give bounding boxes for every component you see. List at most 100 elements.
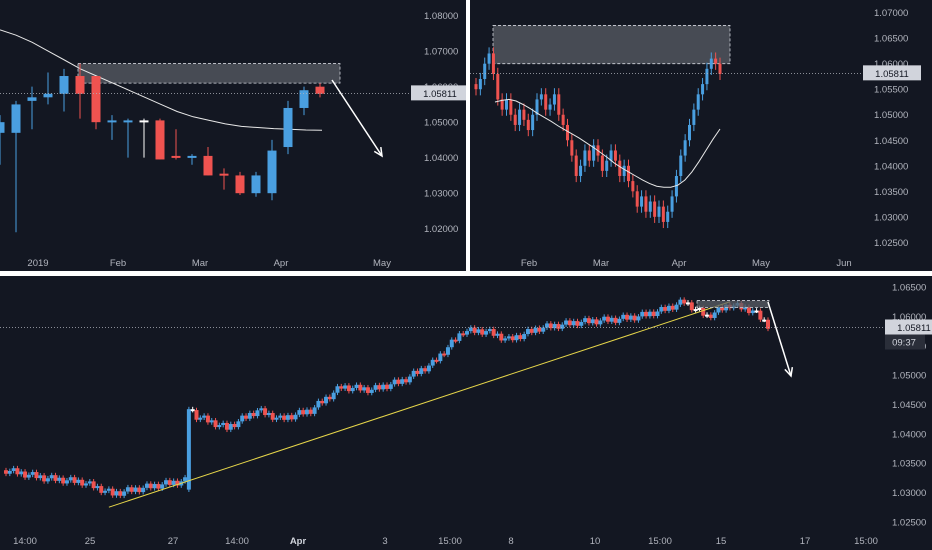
candle (426, 365, 431, 372)
candle (369, 389, 374, 393)
candle (647, 311, 652, 317)
candle (552, 324, 557, 329)
candle (522, 109, 526, 120)
candle (80, 479, 85, 486)
supply-zone (696, 300, 770, 308)
candle (267, 150, 277, 194)
y-tick-label: 1.04000 (424, 153, 458, 164)
candle (415, 370, 420, 374)
candle (244, 415, 249, 419)
candle (152, 484, 157, 489)
candle (663, 307, 668, 311)
candle (556, 324, 561, 329)
candle (480, 329, 485, 335)
x-tick-label: 15 (716, 536, 727, 547)
x-tick-label: Mar (192, 258, 208, 269)
candle (224, 422, 229, 430)
candle (106, 488, 111, 491)
candle (365, 387, 370, 393)
candle (103, 490, 108, 493)
intraday-chart-svg[interactable]: 1.065001.060001.055001.050001.045001.040… (0, 276, 932, 550)
daily-chart-panel[interactable]: 1.07000 1.06500 1.06000 1.05500 1.05000 1.045… (470, 0, 932, 271)
candle (648, 201, 652, 212)
candle (217, 425, 222, 428)
candle (293, 414, 298, 420)
candle (586, 318, 591, 324)
candle (557, 94, 561, 115)
candle (187, 155, 197, 158)
candle (316, 400, 321, 408)
candle (299, 90, 309, 108)
x-tick-label: Jun (836, 258, 851, 269)
candle (156, 484, 161, 489)
candle (640, 311, 645, 317)
y-tick-label: 1.03500 (892, 459, 926, 470)
candle (84, 483, 89, 486)
candle (407, 376, 412, 383)
candle (278, 415, 283, 418)
candle (500, 99, 504, 110)
candle (640, 196, 644, 207)
candle (566, 124, 569, 141)
candle (613, 150, 617, 161)
candle (653, 201, 657, 217)
candle (11, 468, 16, 471)
y-tick-label: 1.06500 (892, 283, 926, 294)
last-price-badge (411, 85, 466, 101)
candle (282, 415, 287, 420)
candle (205, 415, 210, 423)
candle (155, 120, 165, 160)
candle (541, 327, 546, 332)
candle (465, 331, 470, 335)
candle (693, 309, 698, 312)
candle (716, 307, 721, 313)
candle (496, 73, 500, 100)
candle (75, 76, 85, 94)
x-tick-label: 27 (168, 536, 179, 547)
projection-arrow-head (784, 366, 794, 378)
candle (27, 97, 37, 101)
candle (15, 468, 20, 475)
x-tick-label: 25 (85, 536, 96, 547)
candle (297, 410, 302, 415)
y-tick-label: 1.06500 (874, 34, 908, 45)
y-tick-label: 1.07000 (874, 8, 908, 19)
candle (461, 333, 466, 336)
candle (714, 58, 718, 64)
candle (762, 319, 767, 322)
candle (251, 412, 256, 417)
candle (354, 384, 359, 388)
candle (350, 387, 355, 392)
candle (324, 396, 329, 404)
candle (478, 79, 482, 90)
candle (343, 385, 348, 389)
candle (346, 385, 351, 392)
candle (561, 114, 565, 125)
candle (621, 314, 626, 319)
candle (148, 483, 153, 489)
candle (602, 316, 607, 321)
candle (186, 409, 191, 490)
candle (708, 314, 713, 318)
x-tick-label: 15:00 (854, 536, 878, 547)
candle (766, 319, 770, 329)
candle (144, 483, 149, 488)
candle (670, 196, 674, 212)
candle (518, 335, 523, 340)
x-tick-label: 17 (800, 536, 811, 547)
daily-chart-svg[interactable]: 1.07000 1.06500 1.06000 1.05500 1.05000 1.045… (470, 0, 932, 271)
last-price-badge (863, 65, 921, 81)
candle (53, 475, 58, 481)
candle (627, 165, 630, 182)
intraday-chart-panel[interactable]: 1.065001.060001.055001.050001.045001.040… (0, 276, 932, 550)
weekly-chart-panel[interactable]: 1.080001.070001.060001.050001.040001.030… (0, 0, 466, 271)
candle (506, 336, 511, 339)
candle (274, 417, 279, 420)
candle (476, 329, 481, 333)
candle (358, 384, 363, 391)
candle (434, 359, 439, 362)
weekly-chart-svg[interactable]: 1.080001.070001.060001.050001.040001.030… (0, 0, 466, 271)
candle (750, 310, 755, 314)
y-tick-label: 1.05000 (874, 110, 908, 121)
candle (600, 155, 604, 171)
